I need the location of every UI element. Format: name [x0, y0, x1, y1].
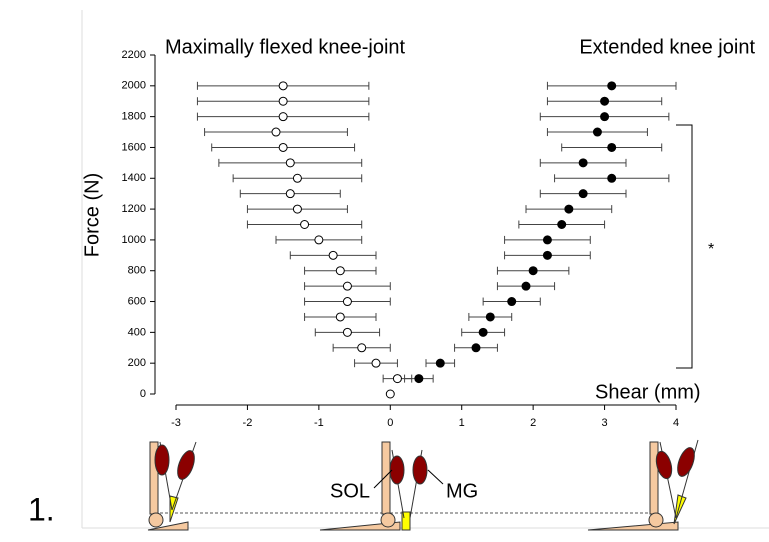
data-point [593, 128, 601, 136]
y-tick-label: 0 [140, 388, 146, 400]
x-tick-label: 4 [673, 417, 679, 429]
y-tick-label: 600 [128, 295, 146, 307]
data-point [579, 190, 587, 198]
x-tick-label: -2 [243, 417, 253, 429]
significance-bracket [676, 125, 692, 368]
y-tick-label: 200 [128, 357, 146, 369]
label-arrow [428, 470, 443, 484]
data-point [293, 174, 301, 182]
data-point [372, 359, 380, 367]
data-point [522, 282, 530, 290]
x-tick-label: 1 [459, 417, 465, 429]
data-point [558, 221, 566, 229]
data-point [286, 159, 294, 167]
leg-diagram [588, 440, 698, 530]
y-tick-label: 1200 [122, 203, 146, 215]
leg-diagram [148, 442, 198, 530]
data-point [343, 298, 351, 306]
data-point [272, 128, 280, 136]
series-label: Extended knee joint [579, 36, 755, 58]
data-point [343, 282, 351, 290]
x-axis-label: Shear (mm) [595, 381, 701, 403]
data-point [486, 313, 494, 321]
series-label: Maximally flexed knee-joint [165, 36, 406, 58]
data-point [343, 328, 351, 336]
data-point [329, 251, 337, 259]
data-point [543, 251, 551, 259]
data-point [565, 205, 573, 213]
x-tick-label: 2 [530, 417, 536, 429]
data-point [508, 298, 516, 306]
muscle-label: MG [446, 480, 478, 502]
chart: Maximally flexed knee-joint Extended kne… [0, 0, 769, 542]
muscle-label: SOL [330, 480, 370, 502]
data-point [286, 190, 294, 198]
significance-mark: * [708, 241, 714, 258]
x-tick-label: 3 [602, 417, 608, 429]
data-point [579, 159, 587, 167]
data-point [279, 97, 287, 105]
y-tick-label: 1400 [122, 172, 146, 184]
data-point [393, 375, 401, 383]
y-tick-label: 1600 [122, 141, 146, 153]
x-tick-label: -3 [171, 417, 181, 429]
data-point [472, 344, 480, 352]
data-point [601, 113, 609, 121]
data-point [279, 82, 287, 90]
panel-number: 1. [28, 491, 55, 527]
data-point [279, 143, 287, 151]
y-tick-label: 800 [128, 265, 146, 277]
data-point [608, 143, 616, 151]
data-point [336, 313, 344, 321]
data-point [336, 267, 344, 275]
data-point [301, 221, 309, 229]
data-point [315, 236, 323, 244]
data-point [529, 267, 537, 275]
y-axis-label: Force (N) [81, 173, 103, 257]
x-tick-label: -1 [314, 417, 324, 429]
data-point [608, 82, 616, 90]
data-point [386, 390, 394, 398]
x-tick-label: 0 [387, 417, 393, 429]
y-tick-label: 2000 [122, 80, 146, 92]
y-tick-label: 2200 [122, 49, 146, 61]
data-point [293, 205, 301, 213]
data-point [436, 359, 444, 367]
data-point [543, 236, 551, 244]
y-tick-label: 1000 [122, 234, 146, 246]
data-point [601, 97, 609, 105]
data-point [358, 344, 366, 352]
y-tick-label: 400 [128, 326, 146, 338]
data-point [608, 174, 616, 182]
data-point [415, 375, 423, 383]
data-point [479, 328, 487, 336]
data-point [279, 113, 287, 121]
y-tick-label: 1800 [122, 111, 146, 123]
